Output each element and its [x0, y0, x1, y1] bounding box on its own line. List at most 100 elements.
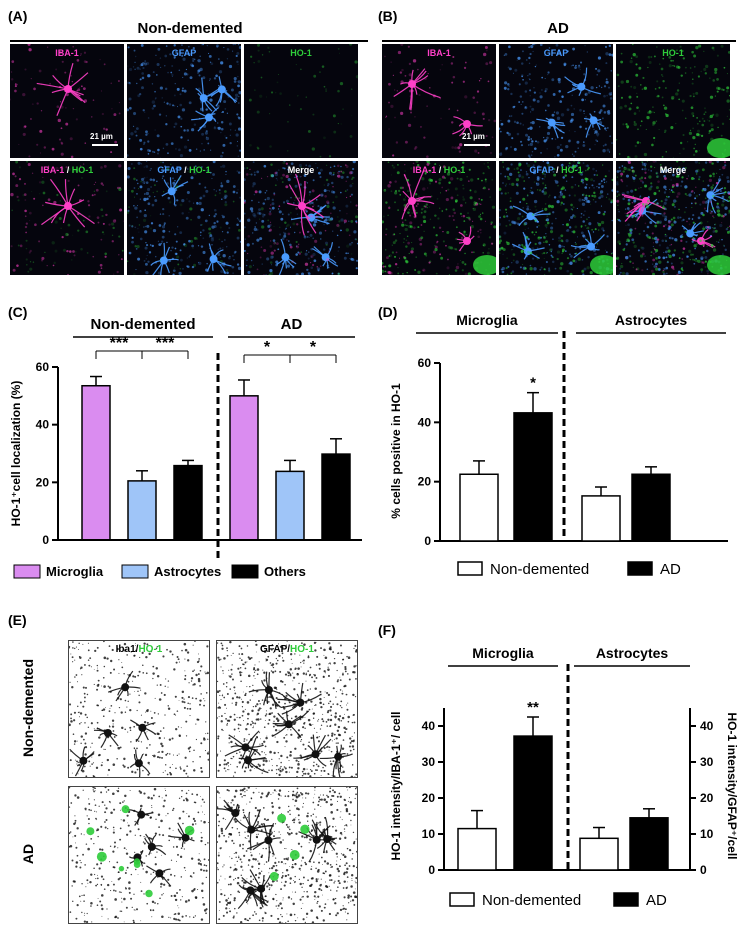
tick-label: 20 [422, 791, 436, 805]
micrograph-a-top-0: IBA-1 21 µm [10, 44, 124, 158]
bar-astrocytes [127, 480, 157, 541]
tick-label: 60 [418, 356, 432, 370]
micrograph-a-bottom-0: IBA-1 / HO-1 [10, 161, 124, 275]
significance-mark: *** [156, 335, 175, 352]
panel-e-letter: (E) [8, 612, 27, 628]
panel-b-title: AD [547, 20, 569, 37]
legend-swatch [231, 564, 259, 579]
micrograph-label: GFAP [171, 48, 197, 58]
tick-label: 20 [700, 791, 714, 805]
tick-label: 40 [700, 719, 714, 733]
legend-label: Microglia [46, 564, 104, 579]
panel-c-letter: (C) [8, 304, 28, 320]
legend-label: AD [660, 561, 681, 578]
micrograph-a-top-2: HO-1 [244, 44, 358, 158]
tick-label: 0 [428, 863, 435, 877]
significance-mark: * [530, 375, 536, 392]
panel-b-rule [382, 40, 736, 42]
bar-non-demented [581, 495, 621, 542]
micrograph-label: GFAP [543, 48, 569, 58]
tick-label: 0 [700, 863, 707, 877]
micrograph-b-top-2: HO-1 [616, 44, 730, 158]
tick-label: 40 [422, 719, 436, 733]
tick-label: 10 [700, 827, 714, 841]
binarized-image-nd-0: Iba1/HO-1 [68, 640, 210, 778]
legend-swatch [13, 564, 41, 579]
tick-label: 60 [36, 360, 50, 374]
legend-label: AD [646, 892, 667, 909]
group-title: AD [281, 316, 303, 333]
y-axis-label-left: HO-1 intensity/IBA-1⁺/ cell [389, 711, 403, 860]
panel-f-letter: (F) [378, 622, 396, 638]
significance-mark: ** [527, 699, 539, 716]
micrograph-b-bottom-1: GFAP / HO-1 [499, 161, 613, 275]
micrograph-label: Merge [287, 165, 315, 175]
panel-b-letter: (B) [378, 8, 398, 24]
scale-bar-label: 21 µm [462, 132, 485, 141]
micrograph-label: HO-1 [662, 48, 684, 58]
bar-non-demented [459, 473, 499, 542]
micrograph-b-bottom-2: Merge [616, 161, 730, 275]
tick-label: 20 [418, 475, 432, 489]
binarized-image-ad-1 [216, 786, 358, 924]
micrograph-label: GFAP / HO-1 [529, 165, 583, 175]
binarized-image-ad-0 [68, 786, 210, 924]
bar-microglia [81, 384, 111, 541]
bar-microglia [229, 395, 259, 541]
legend-label: Non-demented [490, 561, 589, 578]
scale-bar [92, 144, 118, 146]
micrograph-label: IBA-1 [427, 48, 451, 58]
y-axis-label: % cells positive in HO-1 [389, 383, 403, 519]
bar-non-demented [457, 827, 497, 871]
row-label: AD [20, 843, 36, 865]
chart-c: Non-demented AD 0 20 40 60 HO-1⁺cell localizat… [9, 316, 362, 579]
column-label: Iba1/HO-1 [115, 644, 163, 655]
bar-non-demented [579, 837, 619, 871]
micrograph-a-top-1: GFAP [127, 44, 241, 158]
tick-label: 40 [418, 415, 432, 429]
bar-ad [513, 735, 553, 871]
significance-mark: * [264, 339, 271, 356]
group-title: Non-demented [91, 316, 196, 333]
tick-label: 30 [700, 755, 714, 769]
micrograph-a-bottom-2: Merge [244, 161, 358, 275]
significance-mark: * [310, 339, 317, 356]
tick-label: 30 [422, 755, 436, 769]
legend-label: Others [264, 564, 306, 579]
group-title: Astrocytes [596, 645, 669, 661]
legend-swatch [449, 892, 475, 907]
micrograph-b-top-1: GFAP [499, 44, 613, 158]
panel-a-title: Non-demented [137, 20, 243, 37]
y-axis-label: HO-1⁺cell localization (%) [9, 381, 23, 527]
legend-label: Non-demented [482, 892, 581, 909]
panel-a-letter: (A) [8, 8, 28, 24]
tick-label: 0 [42, 533, 49, 547]
micrograph-label: IBA-1 [55, 48, 79, 58]
bar-ad [629, 817, 669, 871]
y-axis-label-right: HO-1 intensity/GFAP⁺/cell [725, 712, 739, 859]
bar-ad [513, 412, 553, 542]
legend-swatch [457, 561, 483, 576]
tick-label: 0 [424, 534, 431, 548]
bar-ad [631, 473, 671, 542]
legend-swatch [613, 892, 639, 907]
tick-label: 10 [422, 827, 436, 841]
micrograph-b-top-0: IBA-1 21 µm [382, 44, 496, 158]
legend-swatch [121, 564, 149, 579]
column-label: GFAP/HO-1 [260, 644, 314, 655]
bar-others [173, 464, 203, 541]
panel-d-letter: (D) [378, 304, 398, 320]
micrograph-label: IBA-1 / HO-1 [40, 165, 94, 175]
group-title: Astrocytes [615, 312, 688, 328]
micrograph-a-bottom-1: GFAP / HO-1 [127, 161, 241, 275]
chart-f: Microglia Astrocytes 0 10 20 30 40 0 10 20 30 40 ** N… [389, 645, 739, 909]
micrograph-label: IBA-1 / HO-1 [412, 165, 466, 175]
micrograph-label: GFAP / HO-1 [157, 165, 211, 175]
tick-label: 40 [36, 418, 50, 432]
tick-label: 20 [36, 475, 50, 489]
group-title: Microglia [472, 645, 534, 661]
scale-bar-label: 21 µm [90, 132, 113, 141]
group-title: Microglia [456, 312, 518, 328]
significance-mark: *** [110, 335, 129, 352]
scale-bar [464, 144, 490, 146]
